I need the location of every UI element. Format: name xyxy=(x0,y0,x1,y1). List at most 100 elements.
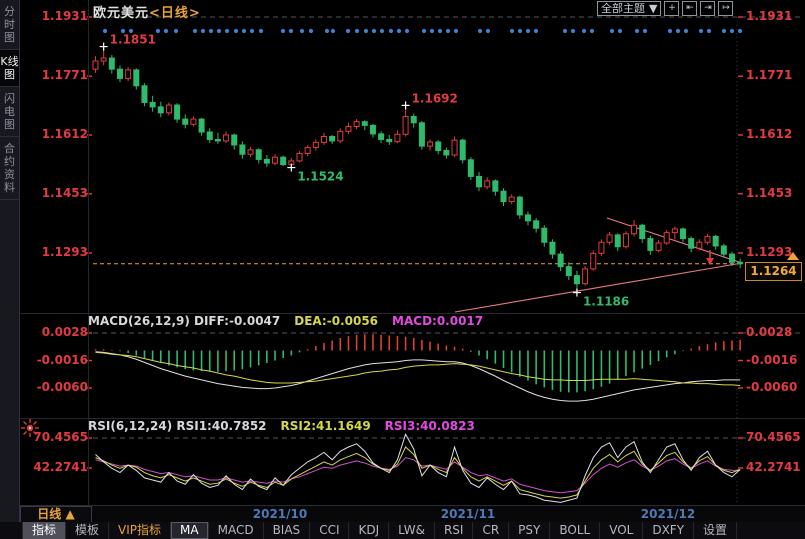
candle-body xyxy=(516,196,523,216)
candle-body xyxy=(614,234,621,248)
price-annotation: 1.1186 xyxy=(583,295,629,309)
macd-dea-value: DEA:-0.0056 xyxy=(294,314,379,328)
candle-body xyxy=(573,275,580,285)
pan-tool-icon[interactable]: + xyxy=(664,1,680,16)
candle-body xyxy=(680,228,687,240)
y-axis-label: 42.2741 xyxy=(33,460,88,474)
candle-body xyxy=(100,57,107,62)
toolbar-tab[interactable]: LW& xyxy=(389,522,435,539)
sidebar-item[interactable]: 分时图 xyxy=(0,0,19,50)
candle-body xyxy=(557,253,564,268)
y-axis-label: 70.4565 xyxy=(33,430,88,444)
candle-body xyxy=(165,104,172,114)
y-axis-label: 42.2741 xyxy=(746,460,801,474)
sidebar-item[interactable]: 闪电图 xyxy=(0,87,19,137)
candle-body xyxy=(459,139,466,161)
toolbar-tab[interactable]: VOL xyxy=(600,522,644,539)
candle-body xyxy=(353,121,360,127)
toolbar-tab[interactable]: MACD xyxy=(209,522,264,539)
toolbar-tab[interactable]: DXFY xyxy=(643,522,695,539)
y-axis-label: 0.0028 xyxy=(41,325,88,339)
candle-body xyxy=(198,118,205,133)
event-dot xyxy=(667,28,673,34)
exit-chart-icon[interactable]: ↦ xyxy=(718,1,734,16)
event-dot xyxy=(609,28,615,34)
x-axis-date: 2021/12 xyxy=(640,507,696,521)
rsi-panel-header: RSI(6,12,24) RSI1:40.7852 RSI2:41.1649 R… xyxy=(88,419,475,433)
candle-body xyxy=(704,235,711,243)
macd-macd-value: MACD:0.0017 xyxy=(392,314,484,328)
event-dot xyxy=(617,28,623,34)
event-dot xyxy=(308,28,314,34)
toolbar-tab[interactable]: RSI xyxy=(435,522,474,539)
event-dot xyxy=(485,28,491,34)
trend-line xyxy=(606,217,743,264)
axis-gutter-divider xyxy=(88,0,89,505)
y-axis-label: 1.1931 xyxy=(41,9,88,23)
zoom-left-icon[interactable]: ⇤ xyxy=(682,1,698,16)
y-axis-label: 1.1293 xyxy=(41,244,88,259)
candle-body xyxy=(369,124,376,135)
candle-body xyxy=(720,245,727,255)
event-dot xyxy=(396,28,402,34)
toolbar-tab[interactable]: VIP指标 xyxy=(109,522,172,539)
candle-body xyxy=(631,224,638,235)
event-dot xyxy=(128,28,134,34)
toolbar-tab[interactable]: MA xyxy=(171,522,209,539)
event-dot xyxy=(379,28,385,34)
toolbar-tab[interactable]: CR xyxy=(473,522,510,539)
chevron-down-icon: ▼ xyxy=(649,2,658,15)
hot-indicator-icon[interactable] xyxy=(20,418,40,438)
toolbar-tab[interactable]: BIAS xyxy=(264,522,311,539)
event-dot xyxy=(721,28,727,34)
triangle-up-icon: ▲ xyxy=(65,507,75,521)
toolbar-tab[interactable]: KDJ xyxy=(349,522,390,539)
event-dot xyxy=(241,28,247,34)
price-annotation: 1.1692 xyxy=(412,91,458,105)
event-dot xyxy=(421,28,427,34)
zoom-right-icon[interactable]: ⇥ xyxy=(700,1,716,16)
candle-body xyxy=(214,138,221,142)
candle-body xyxy=(320,135,327,143)
theme-dropdown[interactable]: 全部主题 ▼ xyxy=(597,1,662,16)
sidebar-item[interactable]: 合约资料 xyxy=(0,137,19,200)
candle-body xyxy=(361,121,368,126)
event-dot xyxy=(280,28,286,34)
price-annotation: 1.1524 xyxy=(297,170,343,184)
toolbar-tab[interactable]: PSY xyxy=(509,522,551,539)
event-dot xyxy=(163,28,169,34)
candle-body xyxy=(712,235,719,247)
candle-body xyxy=(737,261,744,265)
toolbar-tab[interactable]: CCI xyxy=(310,522,350,539)
candle-body xyxy=(590,252,597,270)
candle-body xyxy=(622,233,629,248)
toolbar-tab[interactable]: 指标 xyxy=(23,522,67,539)
period-selector[interactable]: 日线 ▲ xyxy=(20,506,92,523)
candle-body xyxy=(133,69,140,87)
price-annotation: 1.1851 xyxy=(110,33,156,47)
panel-separator-macd xyxy=(20,313,805,314)
event-dot xyxy=(249,28,255,34)
candle-body xyxy=(549,241,556,255)
candle-body xyxy=(402,116,409,135)
event-dot xyxy=(371,28,377,34)
event-dot xyxy=(737,28,743,34)
y-axis-label: 0.0028 xyxy=(746,325,793,339)
event-dot xyxy=(288,28,294,34)
toolbar-tab[interactable]: 模板 xyxy=(66,522,110,539)
candle-body xyxy=(451,139,458,156)
candle-body xyxy=(378,133,385,140)
candle-body xyxy=(639,224,646,240)
event-dot xyxy=(729,28,735,34)
left-sidebar: 分时图 K线图 闪电图 合约资料 xyxy=(0,0,20,522)
candle-body xyxy=(157,106,164,114)
event-dot xyxy=(683,28,689,34)
chart-canvas[interactable]: 1.1851 1.1524 1.1692 1.1186 xyxy=(0,0,805,505)
toolbar-tab[interactable]: BOLL xyxy=(550,522,601,539)
macd-dea-line xyxy=(95,351,741,386)
toolbar-tab[interactable]: 设置 xyxy=(694,522,738,539)
date-axis-row: 日线 ▲ 2021/10 2021/11 2021/12 xyxy=(20,505,805,523)
sidebar-item[interactable]: K线图 xyxy=(0,50,19,87)
candle-body xyxy=(484,180,491,188)
candle-body xyxy=(443,150,450,156)
